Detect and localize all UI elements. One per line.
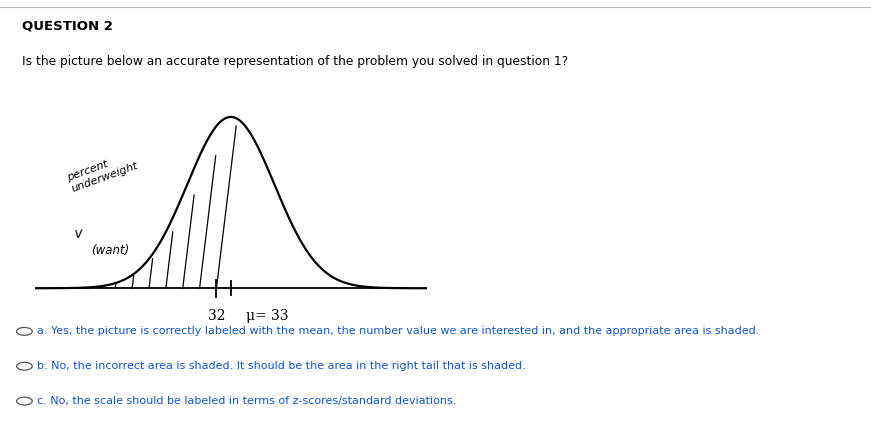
Text: b. No, the incorrect area is shaded. It should be the area in the right tail tha: b. No, the incorrect area is shaded. It … [37, 361, 525, 371]
Text: 32: 32 [207, 309, 226, 323]
Text: (want): (want) [91, 244, 130, 257]
Text: v: v [74, 226, 84, 241]
Text: Is the picture below an accurate representation of the problem you solved in que: Is the picture below an accurate represe… [22, 54, 568, 68]
Text: c. No, the scale should be labeled in terms of z-scores/standard deviations.: c. No, the scale should be labeled in te… [37, 396, 456, 406]
Text: percent
underweight: percent underweight [65, 149, 139, 194]
Text: μ= 33: μ= 33 [246, 309, 288, 323]
Text: a. Yes, the picture is correctly labeled with the mean, the number value we are : a. Yes, the picture is correctly labeled… [37, 327, 759, 336]
Text: QUESTION 2: QUESTION 2 [22, 20, 112, 33]
